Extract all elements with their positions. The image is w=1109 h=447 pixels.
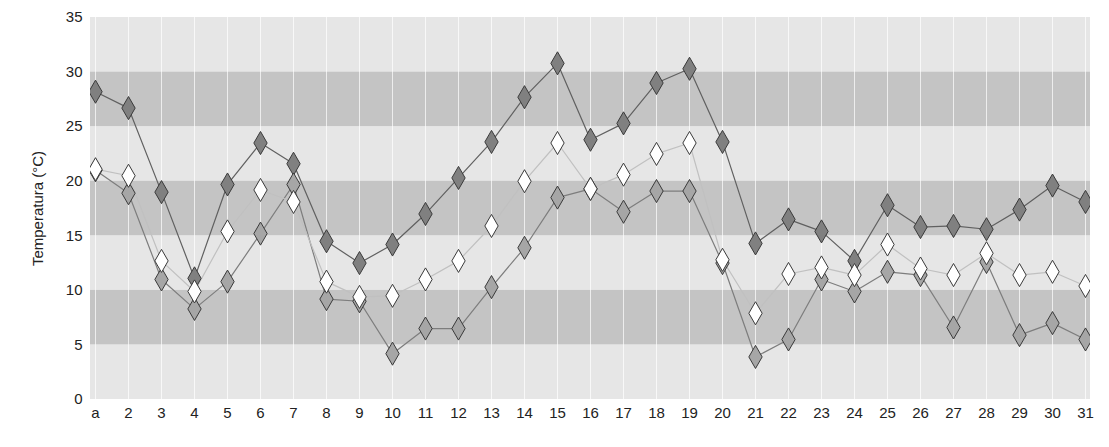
- svg-text:14: 14: [516, 404, 533, 421]
- svg-text:a: a: [91, 404, 100, 421]
- svg-text:0: 0: [74, 390, 82, 407]
- svg-text:15: 15: [549, 404, 566, 421]
- svg-text:24: 24: [846, 404, 863, 421]
- svg-text:4: 4: [190, 404, 198, 421]
- svg-text:21: 21: [747, 404, 764, 421]
- svg-text:18: 18: [648, 404, 665, 421]
- svg-text:8: 8: [322, 404, 330, 421]
- svg-text:30: 30: [1044, 404, 1061, 421]
- svg-text:10: 10: [66, 281, 83, 298]
- svg-text:29: 29: [1011, 404, 1028, 421]
- svg-text:7: 7: [289, 404, 297, 421]
- svg-text:10: 10: [384, 404, 401, 421]
- svg-text:9: 9: [355, 404, 363, 421]
- svg-text:16: 16: [582, 404, 599, 421]
- svg-text:12: 12: [450, 404, 467, 421]
- svg-text:Temperatura (°C): Temperatura (°C): [29, 151, 46, 266]
- svg-text:35: 35: [66, 8, 83, 25]
- svg-text:15: 15: [66, 227, 83, 244]
- svg-text:25: 25: [879, 404, 896, 421]
- svg-text:2: 2: [124, 404, 132, 421]
- svg-text:6: 6: [256, 404, 264, 421]
- svg-text:26: 26: [912, 404, 929, 421]
- svg-text:20: 20: [714, 404, 731, 421]
- svg-text:30: 30: [66, 63, 83, 80]
- svg-text:5: 5: [223, 404, 231, 421]
- svg-text:28: 28: [978, 404, 995, 421]
- svg-text:11: 11: [418, 404, 434, 421]
- svg-text:19: 19: [681, 404, 698, 421]
- svg-text:27: 27: [945, 404, 962, 421]
- svg-text:20: 20: [66, 172, 83, 189]
- svg-text:13: 13: [483, 404, 500, 421]
- svg-text:31: 31: [1077, 404, 1094, 421]
- svg-text:22: 22: [780, 404, 797, 421]
- svg-text:23: 23: [813, 404, 830, 421]
- svg-text:5: 5: [74, 336, 82, 353]
- svg-text:3: 3: [157, 404, 165, 421]
- svg-text:25: 25: [66, 117, 83, 134]
- svg-text:17: 17: [615, 404, 632, 421]
